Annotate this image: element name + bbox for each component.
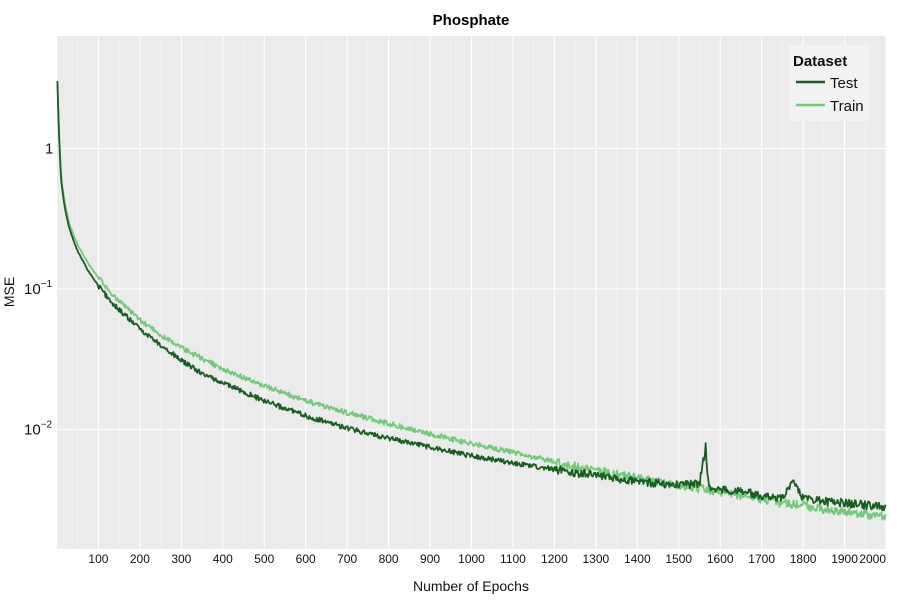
x-tick-label: 1500 — [665, 552, 692, 566]
legend-label-test: Test — [830, 75, 858, 92]
x-axis-label: Number of Epochs — [413, 578, 529, 594]
x-tick-label: 1000 — [458, 552, 485, 566]
x-tick-label: 1300 — [582, 552, 609, 566]
chart-title: Phosphate — [433, 12, 510, 29]
x-axis-ticks: 100 200 300 400 500 600 700 800 900 1000 1100 1200 1… — [88, 552, 886, 566]
x-tick-label: 400 — [213, 552, 233, 566]
x-tick-label: 900 — [420, 552, 440, 566]
y-tick-label: 10−1 — [24, 279, 53, 298]
series-lines — [56, 81, 887, 521]
legend-title: Dataset — [793, 53, 847, 70]
x-tick-label: 1100 — [500, 552, 526, 566]
x-tick-label: 1600 — [707, 552, 734, 566]
x-tick-label: 1700 — [748, 552, 775, 566]
x-tick-label: 2000 — [859, 552, 886, 566]
legend-label-train: Train — [830, 98, 864, 115]
y-tick-label: 10−2 — [24, 420, 53, 439]
series-line-test — [56, 81, 887, 512]
x-tick-label: 1800 — [790, 552, 817, 566]
y-axis-ticks: 1 10−1 10−2 — [24, 140, 53, 438]
x-tick-label: 1900 — [831, 552, 858, 566]
series-line-train — [56, 81, 887, 521]
x-tick-label: 200 — [130, 552, 150, 566]
x-tick-label: 1200 — [541, 552, 568, 566]
legend: Dataset Test Train — [789, 45, 869, 121]
x-tick-label: 700 — [337, 552, 357, 566]
x-tick-label: 1400 — [624, 552, 651, 566]
grid — [57, 36, 887, 549]
x-tick-label: 300 — [171, 552, 191, 566]
x-tick-label: 800 — [379, 552, 399, 566]
y-tick-label: 1 — [45, 140, 53, 157]
y-axis-label: MSE — [1, 277, 17, 307]
x-tick-label: 600 — [296, 552, 316, 566]
x-tick-label: 500 — [254, 552, 274, 566]
x-tick-label: 100 — [88, 552, 108, 566]
